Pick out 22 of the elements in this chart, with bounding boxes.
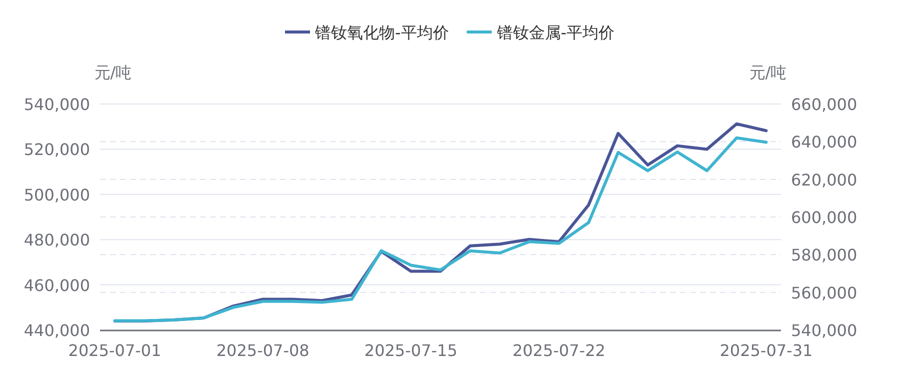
y2-tick-label: 580,000 <box>791 246 858 265</box>
legend-label: 镨钕金属-平均价 <box>496 23 615 42</box>
y-tick-label: 500,000 <box>24 185 90 204</box>
y2-tick-label: 640,000 <box>791 132 858 152</box>
y-tick-label: 440,000 <box>24 321 90 340</box>
y2-tick-label: 600,000 <box>791 208 858 227</box>
y2-tick-label: 660,000 <box>791 95 858 114</box>
y-tick-label: 540,000 <box>24 95 90 114</box>
y2-axis-title: 元/吨 <box>749 63 787 82</box>
y2-tick-label: 540,000 <box>791 321 858 340</box>
y-axis-title: 元/吨 <box>94 63 132 82</box>
y-tick-label: 460,000 <box>24 276 90 295</box>
y2-tick-label: 560,000 <box>791 283 858 302</box>
x-tick-label: 2025-07-22 <box>512 341 606 360</box>
x-tick-label: 2025-07-15 <box>364 341 458 360</box>
y2-tick-label: 620,000 <box>791 170 858 190</box>
y-tick-label: 480,000 <box>24 230 90 250</box>
x-tick-label: 2025-07-08 <box>216 341 310 360</box>
y-tick-label: 520,000 <box>24 140 90 160</box>
legend-label: 镨钕氧化物-平均价 <box>314 23 449 42</box>
x-tick-label: 2025-07-31 <box>720 341 813 360</box>
x-tick-label: 2025-07-01 <box>68 341 162 360</box>
